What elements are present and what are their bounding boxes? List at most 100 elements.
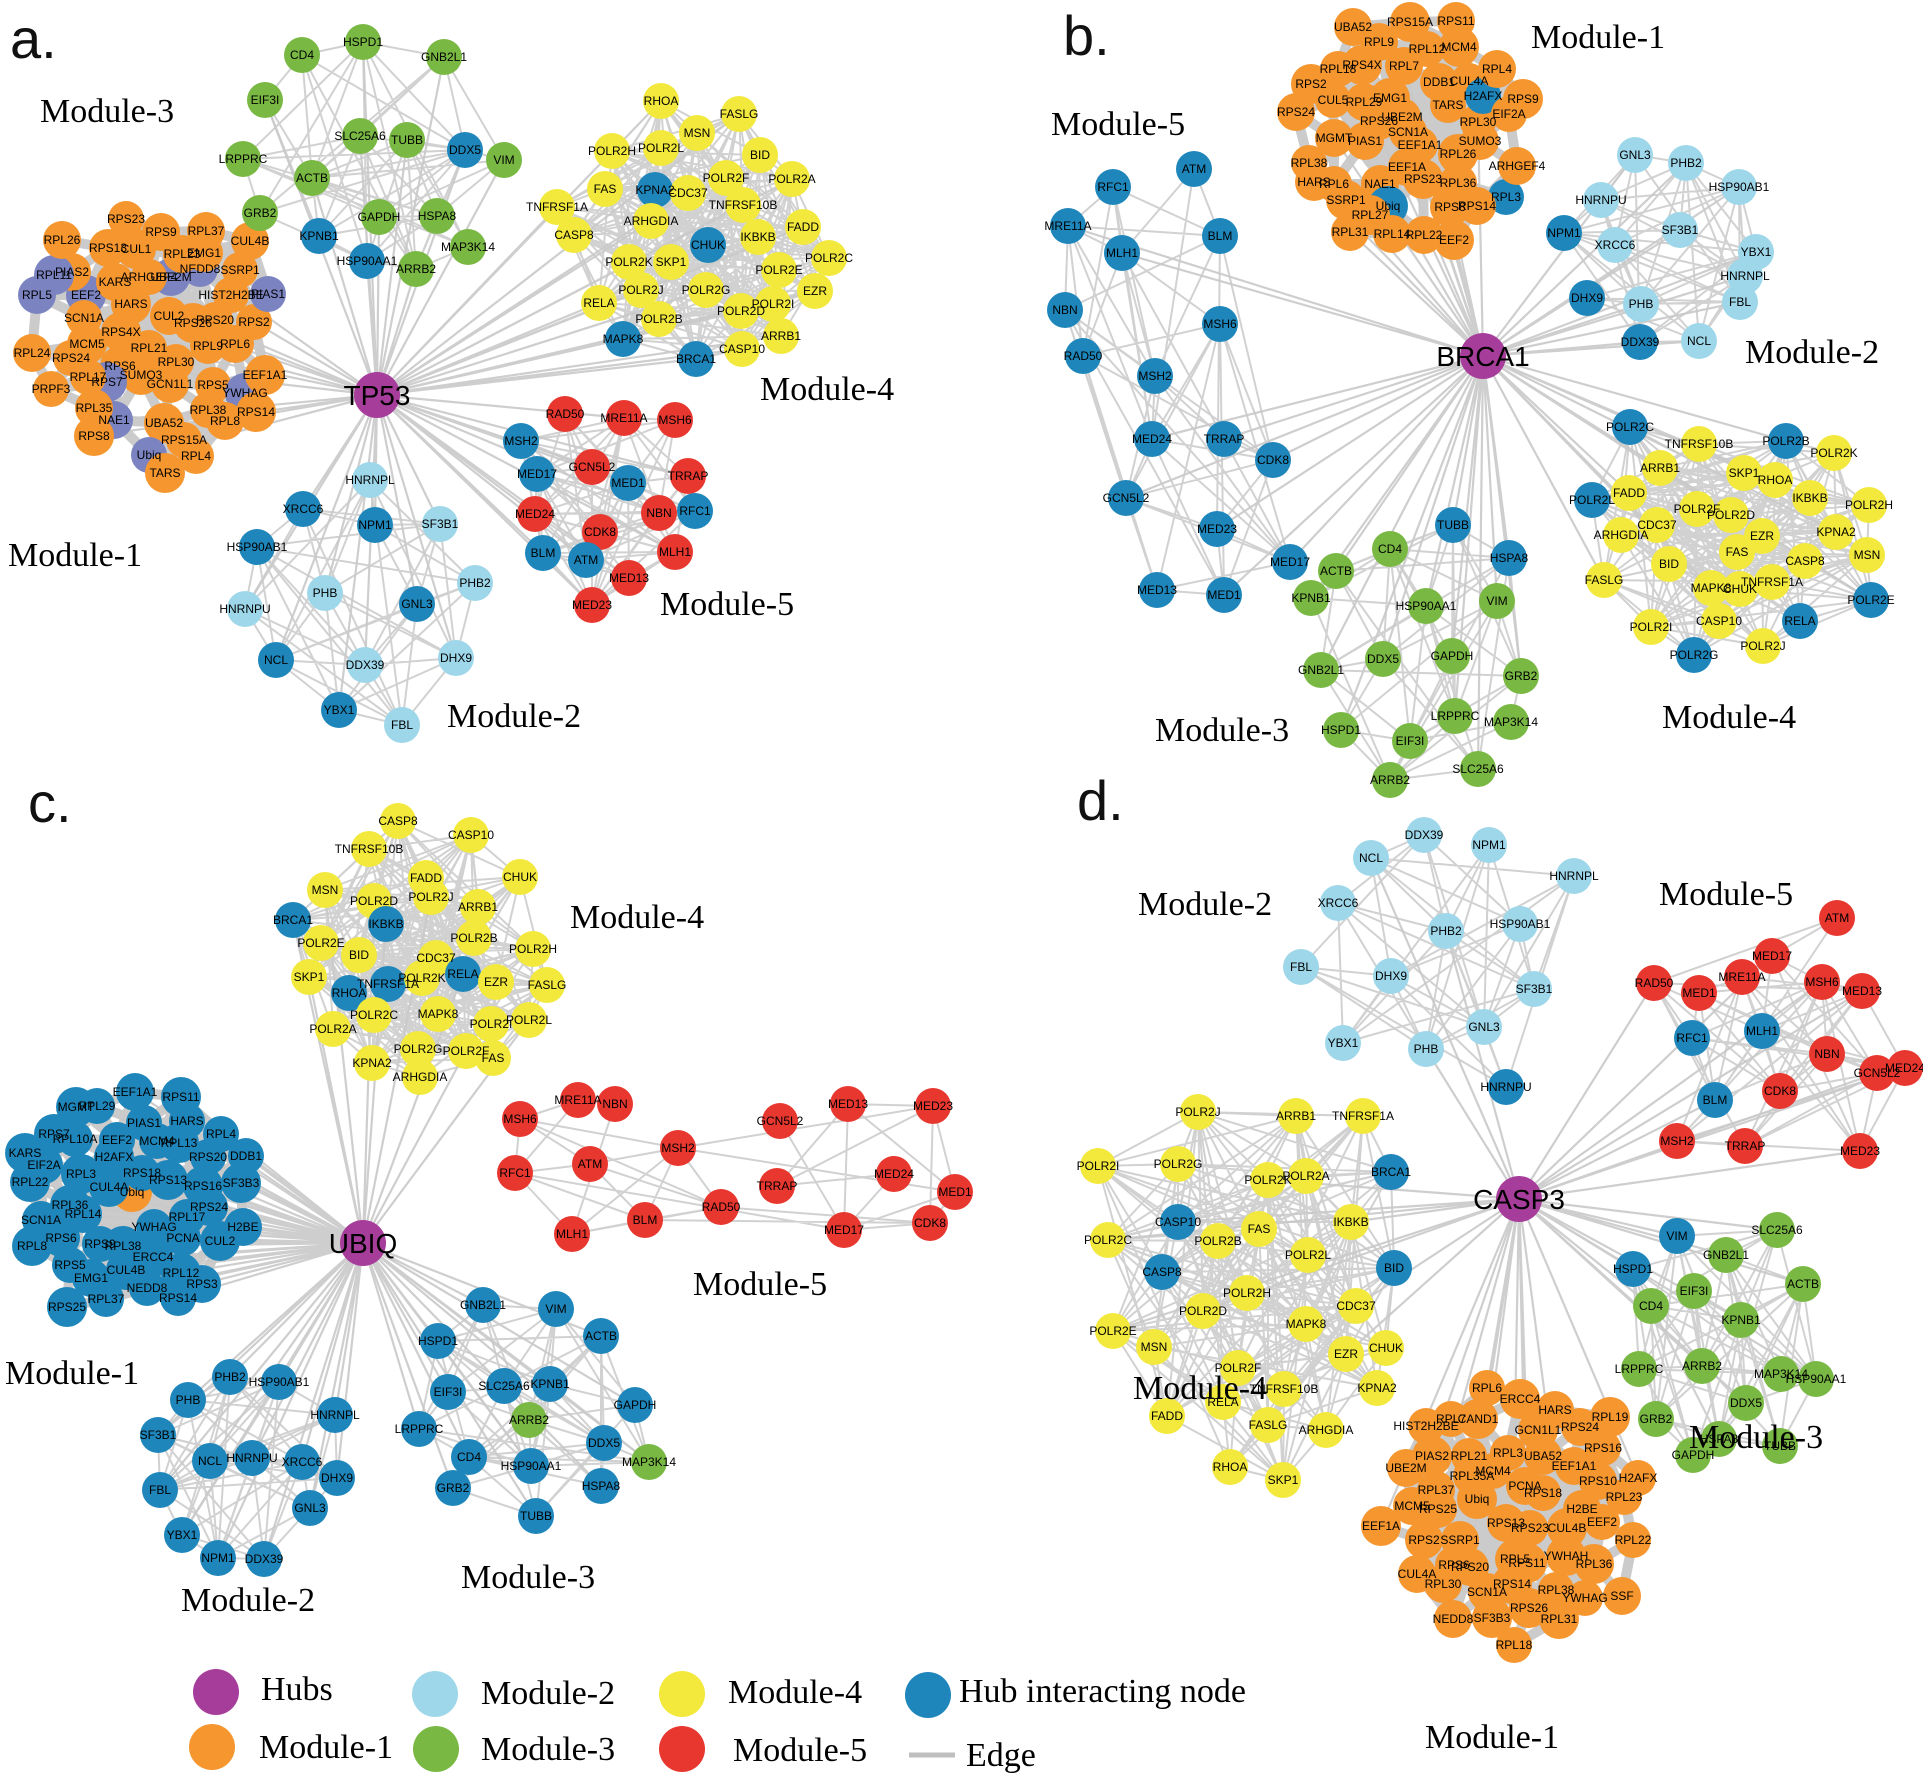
svg-text:ARRB1: ARRB1 <box>1276 1109 1316 1123</box>
svg-text:MED24: MED24 <box>1885 1061 1923 1075</box>
svg-text:HSP90AA1: HSP90AA1 <box>1786 1372 1847 1386</box>
svg-text:MSN: MSN <box>684 126 711 140</box>
svg-text:ATM: ATM <box>1182 162 1206 176</box>
svg-text:SF3B1: SF3B1 <box>140 1428 177 1442</box>
svg-text:CDK8: CDK8 <box>1257 453 1289 467</box>
svg-text:ARHGDIA: ARHGDIA <box>1299 1423 1354 1437</box>
svg-text:POLR2E: POLR2E <box>755 263 802 277</box>
svg-text:MSH6: MSH6 <box>1203 317 1237 331</box>
svg-text:SUMO3: SUMO3 <box>120 368 163 382</box>
svg-text:MED17: MED17 <box>517 467 557 481</box>
svg-text:HARS: HARS <box>1297 175 1330 189</box>
svg-text:SLC25A6: SLC25A6 <box>478 1379 530 1393</box>
svg-text:PIAS1: PIAS1 <box>251 287 285 301</box>
svg-text:POLR2J: POLR2J <box>408 890 453 904</box>
svg-text:MSH2: MSH2 <box>1138 369 1172 383</box>
svg-text:CASP10: CASP10 <box>719 342 765 356</box>
svg-text:LRPPRC: LRPPRC <box>219 152 268 166</box>
svg-text:CASP10: CASP10 <box>1696 614 1742 628</box>
svg-text:ARRB2: ARRB2 <box>1370 773 1410 787</box>
svg-text:RHOA: RHOA <box>1213 1460 1248 1474</box>
svg-text:POLR2D: POLR2D <box>1707 508 1755 522</box>
svg-text:POLR2L: POLR2L <box>1285 1248 1331 1262</box>
svg-text:MCM5: MCM5 <box>69 337 105 351</box>
svg-text:MAP3K14: MAP3K14 <box>441 240 495 254</box>
svg-text:HSPA8: HSPA8 <box>418 209 457 223</box>
svg-text:DDX5: DDX5 <box>1730 1396 1762 1410</box>
svg-text:NBN: NBN <box>646 506 671 520</box>
svg-text:NPM1: NPM1 <box>1547 226 1581 240</box>
svg-text:NPM1: NPM1 <box>201 1551 235 1565</box>
svg-text:CDC37: CDC37 <box>1336 1299 1376 1313</box>
svg-text:RPS4X: RPS4X <box>101 325 140 339</box>
svg-text:MAPK8: MAPK8 <box>1286 1317 1327 1331</box>
svg-text:TRRAP: TRRAP <box>1725 1139 1766 1153</box>
svg-text:RPS20: RPS20 <box>1451 1560 1489 1574</box>
svg-text:HNRNPL: HNRNPL <box>345 473 395 487</box>
svg-text:KARS: KARS <box>99 275 132 289</box>
svg-text:FBL: FBL <box>391 718 413 732</box>
svg-text:RPS9: RPS9 <box>84 1237 116 1251</box>
svg-text:RPL9: RPL9 <box>193 339 223 353</box>
svg-text:POLR2F: POLR2F <box>703 171 750 185</box>
svg-text:YBX1: YBX1 <box>167 1528 198 1542</box>
svg-text:IKBKB: IKBKB <box>1333 1215 1368 1229</box>
svg-text:EIF3I: EIF3I <box>1680 1284 1709 1298</box>
svg-text:RPS24: RPS24 <box>52 351 90 365</box>
svg-text:RPL4: RPL4 <box>181 449 211 463</box>
svg-text:XRCC6: XRCC6 <box>1595 238 1636 252</box>
svg-text:LRPPRC: LRPPRC <box>395 1422 444 1436</box>
svg-text:ATM: ATM <box>574 553 598 567</box>
svg-text:H2BE: H2BE <box>227 1220 258 1234</box>
svg-text:RPS11: RPS11 <box>1437 14 1474 28</box>
svg-text:RPS20: RPS20 <box>189 1150 227 1164</box>
svg-text:CASP8: CASP8 <box>1142 1265 1182 1279</box>
svg-text:Module-5: Module-5 <box>733 1732 867 1769</box>
svg-text:POLR2C: POLR2C <box>1606 420 1654 434</box>
svg-text:RPS18: RPS18 <box>123 1166 161 1180</box>
svg-text:NEDD8: NEDD8 <box>180 262 221 276</box>
svg-text:TNFRSF1A: TNFRSF1A <box>1332 1109 1394 1123</box>
svg-text:POLR2H: POLR2H <box>1845 498 1893 512</box>
svg-text:RAD50: RAD50 <box>546 407 585 421</box>
svg-text:RPL29: RPL29 <box>1346 95 1383 109</box>
svg-text:TNFRSF10B: TNFRSF10B <box>709 198 778 212</box>
svg-text:RHOA: RHOA <box>1758 473 1793 487</box>
svg-text:PIAS1: PIAS1 <box>127 1116 161 1130</box>
svg-text:SF3B1: SF3B1 <box>1662 223 1699 237</box>
svg-text:Module-2: Module-2 <box>1138 886 1272 923</box>
svg-text:ARRB2: ARRB2 <box>396 262 436 276</box>
svg-text:EEF1A1: EEF1A1 <box>243 368 288 382</box>
svg-text:POLR2F: POLR2F <box>1215 1361 1262 1375</box>
svg-text:GAPDH: GAPDH <box>1672 1448 1715 1462</box>
svg-text:EEF1A: EEF1A <box>1362 1519 1400 1533</box>
svg-text:RPS23: RPS23 <box>107 212 145 226</box>
svg-text:ARHGDIA: ARHGDIA <box>624 214 679 228</box>
svg-text:HSP90AA1: HSP90AA1 <box>501 1459 562 1473</box>
svg-text:BRCA1: BRCA1 <box>1436 341 1529 372</box>
svg-text:ATM: ATM <box>1825 911 1849 925</box>
svg-text:RPL22: RPL22 <box>12 1175 49 1189</box>
svg-text:FADD: FADD <box>410 871 442 885</box>
svg-text:RPL17: RPL17 <box>169 1210 206 1224</box>
svg-text:MRE11A: MRE11A <box>600 411 647 425</box>
svg-text:Module-2: Module-2 <box>447 698 581 735</box>
svg-text:POLR2F: POLR2F <box>443 1044 490 1058</box>
svg-text:MED1: MED1 <box>1682 986 1716 1000</box>
svg-text:RPS9: RPS9 <box>145 225 177 239</box>
svg-text:PRPF3: PRPF3 <box>32 382 71 396</box>
svg-text:CUL5: CUL5 <box>1318 93 1349 107</box>
svg-text:KPNA2: KPNA2 <box>635 183 675 197</box>
svg-text:RFC1: RFC1 <box>499 1166 531 1180</box>
svg-text:NCL: NCL <box>1359 851 1383 865</box>
svg-text:PCNA: PCNA <box>166 1231 199 1245</box>
svg-text:RPL26: RPL26 <box>1440 147 1477 161</box>
svg-text:FAS: FAS <box>594 182 617 196</box>
svg-text:RPL18: RPL18 <box>1496 1638 1533 1652</box>
svg-text:CASP8: CASP8 <box>378 814 418 828</box>
svg-text:GCN5L2: GCN5L2 <box>1854 1066 1901 1080</box>
svg-text:NCL: NCL <box>1687 334 1711 348</box>
svg-text:FAS: FAS <box>1248 1222 1271 1236</box>
svg-text:EEF2: EEF2 <box>71 288 101 302</box>
svg-text:EMG1: EMG1 <box>74 1271 108 1285</box>
